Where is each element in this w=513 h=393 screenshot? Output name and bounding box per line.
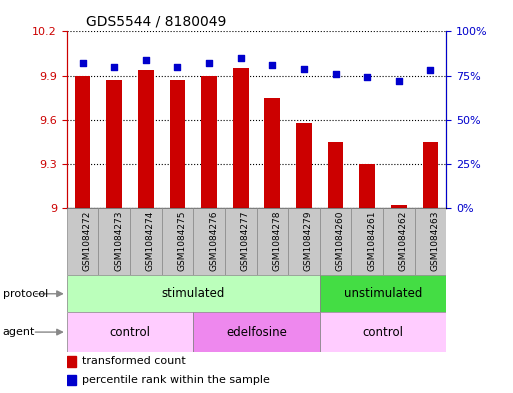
Text: GSM1084273: GSM1084273: [114, 211, 123, 272]
Point: [205, 60, 213, 66]
Bar: [328, 142, 344, 208]
Text: agent: agent: [3, 327, 35, 337]
Text: control: control: [109, 325, 150, 339]
Text: edelfosine: edelfosine: [226, 325, 287, 339]
Point: [236, 55, 245, 61]
Bar: [162, 208, 193, 275]
Text: stimulated: stimulated: [162, 287, 225, 300]
Text: GSM1084275: GSM1084275: [177, 211, 186, 272]
Bar: [193, 312, 320, 352]
Bar: [225, 208, 256, 275]
Bar: [138, 70, 154, 208]
Bar: [415, 208, 446, 275]
Bar: [351, 208, 383, 275]
Point: [426, 67, 435, 73]
Text: GSM1084262: GSM1084262: [399, 211, 408, 271]
Bar: [233, 68, 249, 208]
Text: GSM1084261: GSM1084261: [367, 211, 376, 272]
Bar: [296, 123, 312, 208]
Bar: [67, 275, 320, 312]
Bar: [264, 98, 280, 208]
Bar: [193, 208, 225, 275]
Bar: [67, 208, 98, 275]
Bar: [67, 375, 76, 385]
Point: [331, 71, 340, 77]
Text: GSM1084278: GSM1084278: [272, 211, 281, 272]
Point: [142, 57, 150, 63]
Bar: [423, 142, 439, 208]
Text: transformed count: transformed count: [82, 356, 186, 366]
Bar: [74, 75, 90, 208]
Text: percentile rank within the sample: percentile rank within the sample: [82, 375, 270, 385]
Text: GSM1084279: GSM1084279: [304, 211, 313, 272]
Point: [300, 65, 308, 72]
Bar: [383, 208, 415, 275]
Text: GDS5544 / 8180049: GDS5544 / 8180049: [86, 15, 226, 29]
Point: [394, 78, 403, 84]
Bar: [256, 208, 288, 275]
Bar: [320, 275, 446, 312]
Bar: [67, 312, 193, 352]
Text: GSM1084274: GSM1084274: [146, 211, 155, 271]
Text: GSM1084277: GSM1084277: [241, 211, 250, 272]
Text: GSM1084260: GSM1084260: [336, 211, 345, 272]
Bar: [106, 80, 122, 208]
Point: [173, 64, 182, 70]
Text: control: control: [363, 325, 404, 339]
Bar: [359, 164, 375, 208]
Bar: [320, 312, 446, 352]
Point: [268, 62, 277, 68]
Bar: [67, 356, 76, 367]
Bar: [288, 208, 320, 275]
Bar: [201, 75, 217, 208]
Text: GSM1084272: GSM1084272: [83, 211, 91, 271]
Bar: [320, 208, 351, 275]
Point: [78, 60, 87, 66]
Text: GSM1084263: GSM1084263: [430, 211, 440, 272]
Point: [110, 64, 118, 70]
Point: [363, 74, 371, 81]
Text: unstimulated: unstimulated: [344, 287, 422, 300]
Bar: [130, 208, 162, 275]
Bar: [98, 208, 130, 275]
Bar: [391, 205, 407, 208]
Bar: [169, 80, 185, 208]
Text: protocol: protocol: [3, 289, 48, 299]
Text: GSM1084276: GSM1084276: [209, 211, 218, 272]
